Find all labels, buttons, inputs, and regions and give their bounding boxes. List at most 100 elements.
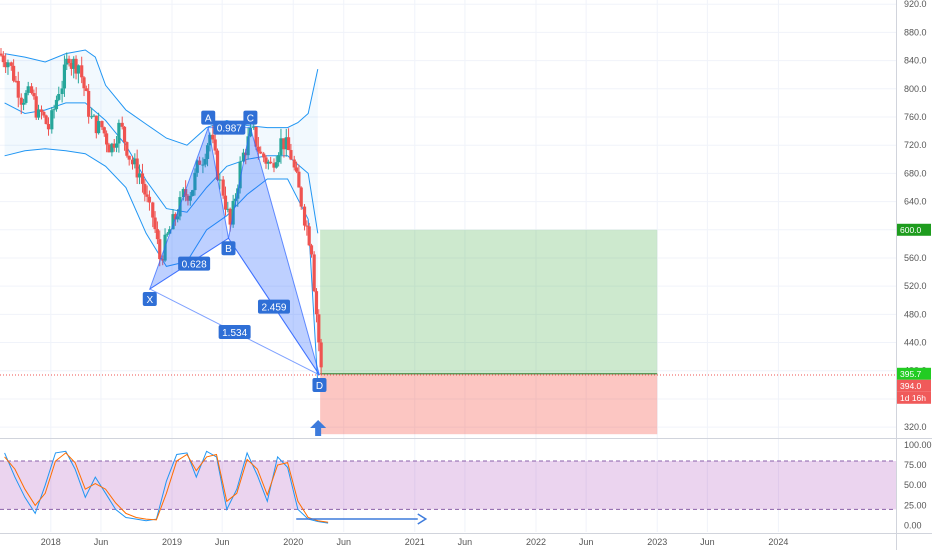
candle-body[interactable] (309, 245, 314, 255)
candle-body[interactable] (223, 195, 228, 210)
candle-body[interactable] (69, 62, 74, 69)
candle-body[interactable] (84, 88, 88, 91)
candle-body[interactable] (211, 134, 215, 140)
candle-body[interactable] (50, 110, 54, 130)
candle-body[interactable] (6, 62, 10, 68)
candle-body[interactable] (215, 150, 220, 180)
candle-body[interactable] (4, 62, 8, 68)
candle-body[interactable] (256, 146, 260, 152)
candle-body[interactable] (24, 92, 28, 103)
candle-body[interactable] (168, 229, 172, 234)
candle-body[interactable] (317, 314, 321, 343)
candle-body[interactable] (127, 155, 131, 160)
candle-body[interactable] (19, 97, 23, 105)
candle-body[interactable] (62, 64, 67, 89)
candle-body[interactable] (299, 187, 303, 207)
ratio-label[interactable]: 0.987 (213, 120, 246, 135)
candle-body[interactable] (188, 195, 192, 201)
candle-body[interactable] (39, 109, 44, 112)
pattern-point-d[interactable]: D (312, 377, 327, 392)
candle-body[interactable] (92, 115, 96, 117)
candle-body[interactable] (195, 160, 199, 173)
candle-body[interactable] (102, 127, 106, 134)
candle-body[interactable] (155, 229, 160, 240)
candle-body[interactable] (205, 145, 210, 159)
candle-body[interactable] (72, 58, 76, 69)
candle-body[interactable] (29, 86, 34, 94)
candle-body[interactable] (279, 138, 283, 156)
candle-body[interactable] (248, 127, 253, 137)
candle-body[interactable] (120, 122, 124, 127)
candle-body[interactable] (262, 153, 266, 158)
candle-body[interactable] (269, 161, 273, 164)
candle-body[interactable] (233, 198, 238, 201)
candle-body[interactable] (80, 65, 84, 78)
candle-body[interactable] (254, 126, 258, 147)
candle-body[interactable] (289, 150, 293, 160)
candle-body[interactable] (297, 171, 301, 188)
candle-body[interactable] (264, 157, 268, 164)
candle-body[interactable] (186, 195, 190, 201)
candle-body[interactable] (193, 172, 197, 191)
candle-body[interactable] (221, 179, 225, 196)
candle-body[interactable] (97, 121, 101, 134)
ratio-label[interactable]: 1.534 (218, 324, 251, 339)
candle-body[interactable] (130, 159, 135, 165)
candle-body[interactable] (171, 214, 175, 230)
candle-body[interactable] (87, 90, 91, 117)
candle-body[interactable] (54, 99, 59, 110)
candle-body[interactable] (82, 77, 86, 89)
pattern-point-a[interactable]: A (201, 110, 216, 125)
candle-body[interactable] (105, 133, 109, 145)
candle-body[interactable] (44, 115, 48, 125)
candle-body[interactable] (191, 190, 195, 196)
pattern-point-c[interactable]: C (243, 110, 258, 125)
candle-body[interactable] (65, 58, 69, 65)
pattern-point-b[interactable]: B (221, 241, 236, 256)
candle-body[interactable] (218, 179, 222, 181)
candle-body[interactable] (94, 115, 98, 134)
pattern-point-x[interactable]: X (142, 291, 157, 306)
candle-body[interactable] (125, 142, 129, 156)
candle-body[interactable] (147, 196, 152, 203)
candle-body[interactable] (274, 162, 278, 168)
candle-body[interactable] (117, 122, 121, 144)
candle-body[interactable] (36, 109, 41, 118)
candle-body[interactable] (137, 173, 142, 178)
candle-body[interactable] (319, 342, 323, 368)
candle-body[interactable] (165, 233, 169, 235)
candle-body[interactable] (292, 159, 296, 168)
candle-body[interactable] (277, 155, 281, 163)
candle-body[interactable] (241, 152, 246, 162)
candle-body[interactable] (26, 86, 30, 93)
candle-body[interactable] (16, 81, 20, 98)
candle-body[interactable] (208, 134, 212, 146)
candle-body[interactable] (312, 254, 316, 292)
candle-body[interactable] (203, 158, 207, 165)
harmonic-pattern[interactable]: 0.987 0.628 2.459 1.534 X A B C D (142, 110, 327, 436)
candle-body[interactable] (173, 214, 177, 220)
candle-body[interactable] (294, 167, 299, 172)
candle-body[interactable] (184, 189, 188, 196)
candle-body[interactable] (252, 126, 256, 128)
candle-body[interactable] (145, 194, 149, 197)
ratio-label[interactable]: 0.628 (178, 256, 211, 271)
candle-body[interactable] (213, 139, 217, 151)
candle-body[interactable] (114, 143, 119, 148)
candle-body[interactable] (12, 65, 16, 81)
candle-body[interactable] (42, 111, 46, 116)
price-tag-target[interactable]: 600.0 (897, 223, 931, 236)
candle-body[interactable] (76, 65, 80, 74)
candle-body[interactable] (32, 93, 36, 97)
candle-body[interactable] (201, 164, 205, 166)
candle-body[interactable] (133, 158, 137, 165)
candle-body[interactable] (158, 239, 162, 260)
candle-body[interactable] (57, 94, 61, 100)
candle-body[interactable] (21, 102, 26, 105)
candle-body[interactable] (161, 259, 165, 261)
candle-body[interactable] (135, 158, 139, 178)
candle-body[interactable] (181, 189, 185, 198)
candle-body[interactable] (34, 96, 38, 118)
candle-body[interactable] (100, 121, 104, 128)
